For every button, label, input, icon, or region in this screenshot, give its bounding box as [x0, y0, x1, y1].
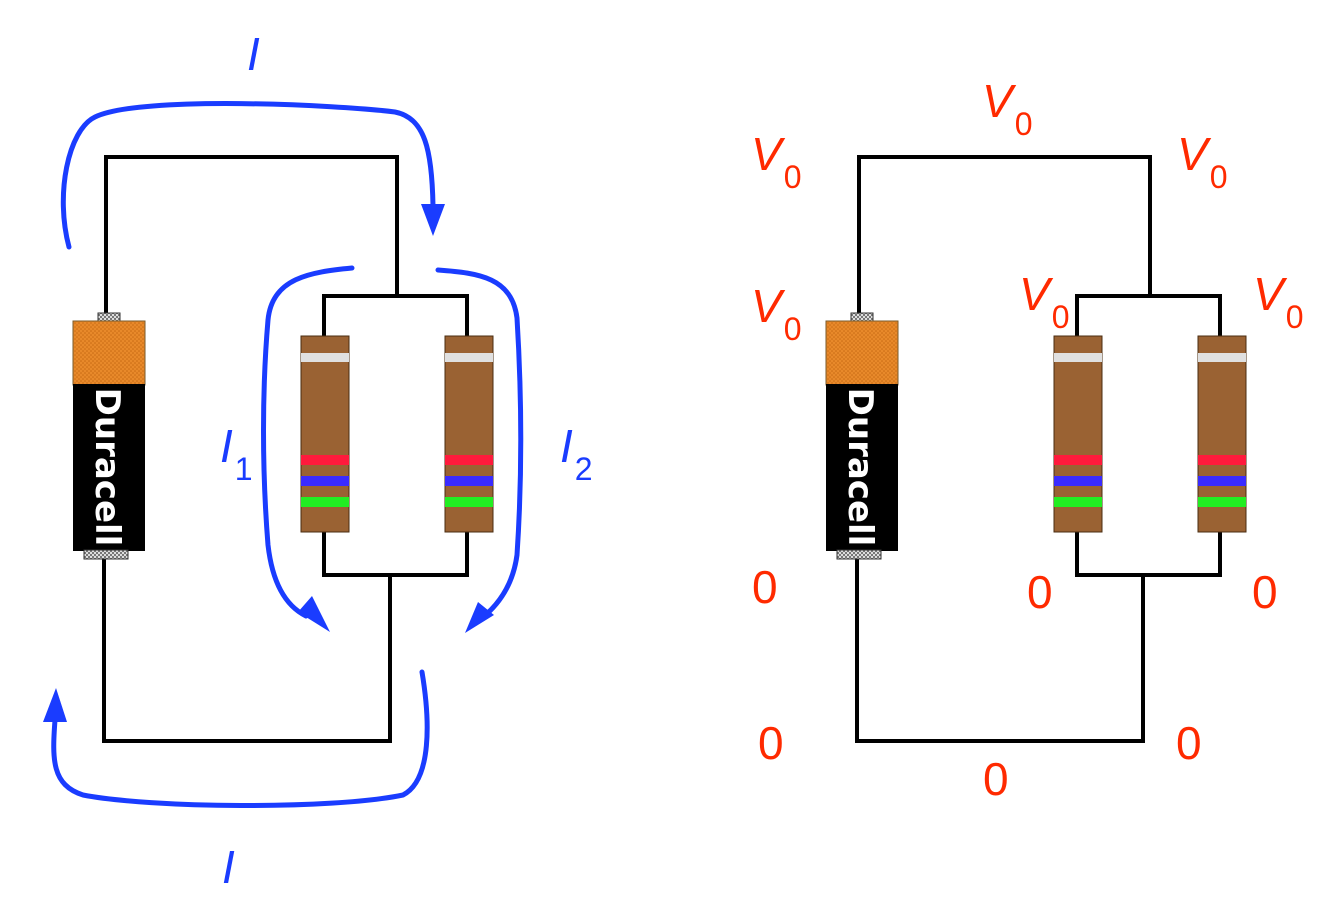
left-wires: [102, 155, 469, 743]
voltage-label-top-right: V0: [1177, 128, 1227, 195]
current-arrowhead-branch-2: [465, 602, 494, 633]
left-top-wire: [104, 155, 399, 313]
current-label-branch-1: I1: [220, 420, 253, 487]
right-wires: [855, 155, 1222, 743]
current-label-bottom: I: [222, 841, 235, 893]
left-resistor-1: [300, 335, 350, 533]
current-arrowhead-bottom: [43, 688, 67, 722]
current-arrowhead-top: [421, 204, 445, 236]
right-resistor-2: [1197, 335, 1247, 533]
voltage-label-top-left: V0: [751, 128, 801, 195]
right-resistor-1: [1053, 335, 1103, 533]
left-bottom-wire: [102, 559, 392, 743]
right-top-wire: [857, 155, 1152, 313]
zero-label-battery-minus: 0: [752, 561, 778, 613]
zero-label-bottom-wire: 0: [983, 753, 1009, 805]
right-parallel-top-wire: [1075, 294, 1222, 338]
voltage-label-battery-plus: V0: [751, 280, 801, 347]
zero-label-resistor-1-bottom: 0: [1027, 566, 1053, 618]
voltage-label-resistor-2-top: V0: [1253, 268, 1303, 335]
zero-label-bottom-right: 0: [1176, 717, 1202, 769]
right-parallel-bottom-wire: [1075, 530, 1222, 577]
voltage-labels: V0 V0 V0 V0 V0 V0 0 0 0 0 0 0: [751, 75, 1303, 805]
current-arrows: [43, 101, 524, 808]
battery-brand-label: Duracell: [87, 388, 127, 547]
current-arrow-branch-1: [261, 265, 355, 619]
left-resistor-2: [444, 335, 494, 533]
zero-label-resistor-2-bottom: 0: [1252, 566, 1278, 618]
voltage-label-top-wire: V0: [982, 75, 1032, 142]
right-battery: Duracell: [825, 312, 899, 560]
current-arrow-branch-2: [435, 267, 524, 621]
current-label-branch-2: I2: [560, 420, 593, 487]
zero-label-bottom-left: 0: [758, 717, 784, 769]
right-bottom-wire: [855, 559, 1145, 743]
left-parallel-bottom-wire: [322, 530, 469, 577]
left-battery: Duracell: [72, 312, 146, 560]
left-circuit: Duracell I I I1 I2: [43, 28, 593, 893]
current-arrowhead-branch-1: [298, 596, 330, 632]
left-parallel-top-wire: [322, 294, 469, 338]
right-circuit: Duracell: [825, 155, 1247, 743]
current-arrow-bottom: [51, 669, 430, 808]
current-arrow-top: [60, 101, 436, 250]
current-label-top: I: [247, 28, 260, 80]
battery-brand-label-right: Duracell: [840, 388, 880, 547]
voltage-label-resistor-1-top: V0: [1019, 268, 1069, 335]
